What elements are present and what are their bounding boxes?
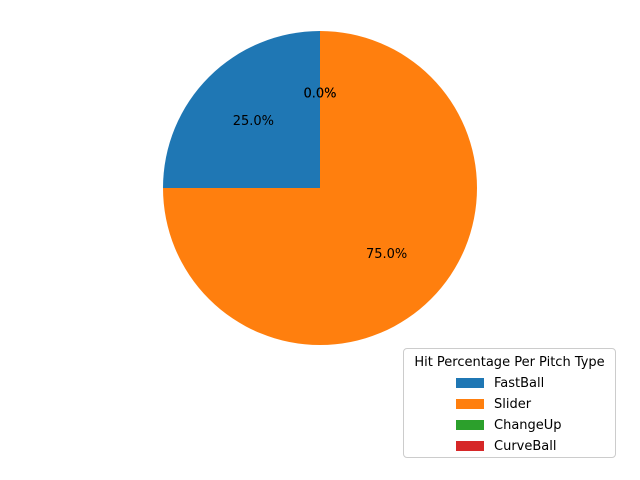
pie-slice-slider <box>163 31 477 345</box>
legend-label-slider: Slider <box>494 396 532 412</box>
legend-title: Hit Percentage Per Pitch Type <box>414 355 605 370</box>
legend-swatch-changeup <box>456 420 484 430</box>
legend-swatch-fastball <box>456 378 484 388</box>
legend-label-changeup: ChangeUp <box>494 417 562 433</box>
pie-slice-label-curveball: 0.0% <box>303 86 336 101</box>
legend-swatch-slider <box>456 399 484 409</box>
legend-entry-slider: Slider <box>456 396 531 412</box>
pie-slice-label-slider: 75.0% <box>366 247 407 262</box>
legend-entry-changeup: ChangeUp <box>456 417 562 433</box>
pie-slice-label-fastball: 25.0% <box>233 114 274 129</box>
pie-slice-labels: 25.0%75.0%0.0%0.0% <box>233 86 408 262</box>
pie-slice-fastball <box>163 31 320 188</box>
legend-swatch-curveball <box>456 441 484 451</box>
legend-label-fastball: FastBall <box>494 375 545 391</box>
legend-entry-curveball: CurveBall <box>456 438 556 454</box>
legend: Hit Percentage Per Pitch Type FastBall S… <box>403 348 616 458</box>
pie-slice-label-changeup: 0.0% <box>303 86 336 101</box>
legend-label-curveball: CurveBall <box>494 438 557 454</box>
legend-entry-fastball: FastBall <box>456 375 544 391</box>
pie-slices <box>163 31 477 345</box>
